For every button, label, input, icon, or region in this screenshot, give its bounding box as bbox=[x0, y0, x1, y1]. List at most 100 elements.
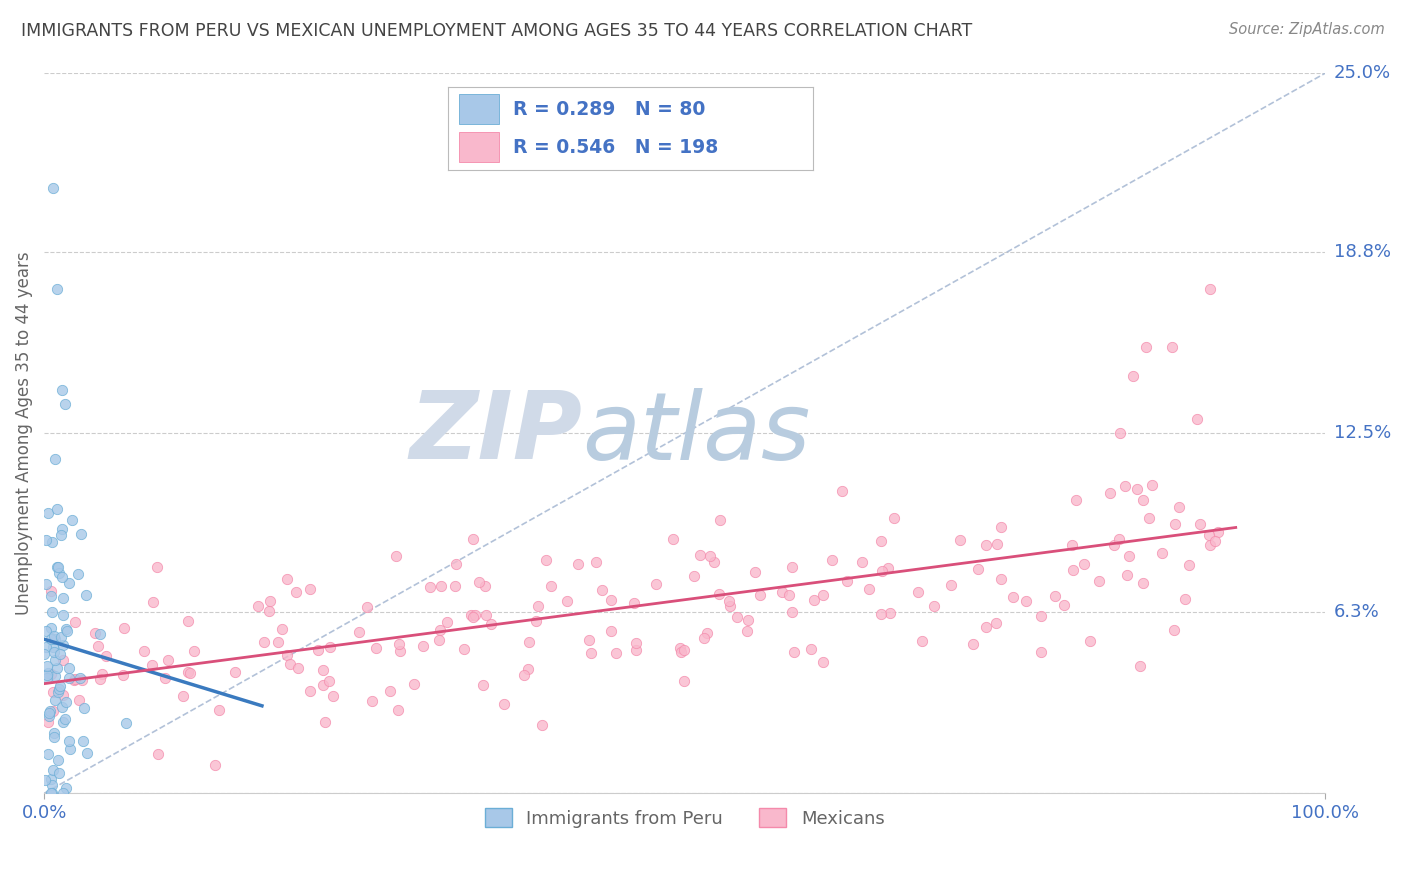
Point bbox=[39, 584, 62, 599]
Point bbox=[58, 672, 80, 686]
Point bbox=[276, 572, 298, 586]
Point bbox=[737, 613, 759, 627]
Point bbox=[605, 647, 627, 661]
Point bbox=[800, 641, 823, 656]
Point bbox=[51, 700, 73, 714]
Point bbox=[1187, 412, 1209, 426]
Point bbox=[145, 560, 167, 574]
Point bbox=[38, 704, 60, 718]
Point bbox=[1104, 538, 1126, 552]
Point bbox=[1080, 633, 1102, 648]
Point bbox=[91, 667, 114, 681]
Point bbox=[1073, 558, 1095, 572]
Point bbox=[974, 620, 997, 634]
Point bbox=[41, 590, 63, 604]
Point bbox=[644, 577, 666, 591]
Point bbox=[72, 733, 94, 747]
Point bbox=[37, 714, 59, 729]
Text: 12.5%: 12.5% bbox=[1334, 425, 1391, 442]
Point bbox=[1098, 486, 1121, 500]
Point bbox=[45, 282, 67, 296]
Point bbox=[662, 532, 685, 546]
Point bbox=[45, 502, 67, 516]
Point bbox=[1135, 340, 1157, 354]
Point bbox=[1062, 564, 1084, 578]
Point bbox=[851, 555, 873, 569]
Point bbox=[44, 653, 66, 667]
Point bbox=[412, 639, 434, 653]
Point bbox=[749, 588, 772, 602]
Point bbox=[436, 615, 458, 629]
Point bbox=[46, 684, 69, 698]
Point bbox=[831, 484, 853, 499]
Point bbox=[42, 764, 65, 778]
Point bbox=[524, 614, 547, 628]
Point bbox=[429, 624, 451, 638]
Point bbox=[707, 587, 730, 601]
Point bbox=[35, 577, 58, 591]
Point bbox=[42, 640, 65, 654]
Point bbox=[672, 673, 695, 688]
Point bbox=[142, 595, 165, 609]
Point bbox=[1108, 533, 1130, 547]
Point bbox=[44, 632, 66, 647]
Point bbox=[1088, 574, 1111, 588]
Point bbox=[962, 637, 984, 651]
Point bbox=[1122, 368, 1144, 383]
Point bbox=[453, 642, 475, 657]
Point bbox=[58, 661, 80, 675]
Point bbox=[270, 623, 292, 637]
Point bbox=[247, 599, 270, 613]
Point bbox=[51, 523, 73, 537]
Point bbox=[870, 564, 893, 578]
Point bbox=[41, 786, 63, 800]
Point bbox=[402, 677, 425, 691]
Point bbox=[689, 548, 711, 562]
Point bbox=[52, 607, 75, 622]
Point bbox=[267, 635, 290, 649]
Point bbox=[974, 538, 997, 552]
Point bbox=[35, 640, 58, 654]
Point bbox=[472, 678, 495, 692]
Point bbox=[112, 621, 135, 635]
Point bbox=[460, 607, 482, 622]
Point bbox=[922, 599, 945, 613]
Point bbox=[58, 576, 80, 591]
Point bbox=[69, 526, 91, 541]
Point bbox=[567, 558, 589, 572]
Point bbox=[464, 607, 486, 622]
Point bbox=[703, 555, 725, 569]
Point bbox=[1114, 479, 1136, 493]
Point bbox=[907, 584, 929, 599]
Point bbox=[204, 758, 226, 772]
Point bbox=[699, 549, 721, 563]
Point bbox=[1029, 645, 1052, 659]
Point bbox=[70, 673, 93, 688]
Point bbox=[307, 643, 329, 657]
Point bbox=[813, 588, 835, 602]
Point bbox=[1109, 426, 1132, 441]
Point bbox=[60, 513, 83, 527]
Point bbox=[1126, 482, 1149, 496]
Point bbox=[44, 693, 66, 707]
Point bbox=[42, 181, 65, 195]
Point bbox=[990, 572, 1012, 586]
Point bbox=[34, 773, 56, 788]
Point bbox=[347, 624, 370, 639]
Point bbox=[813, 655, 835, 669]
Point bbox=[1129, 658, 1152, 673]
Point bbox=[378, 683, 401, 698]
Point bbox=[967, 562, 990, 576]
Point bbox=[52, 688, 75, 702]
Point bbox=[58, 733, 80, 747]
Point bbox=[600, 593, 623, 607]
Point bbox=[356, 599, 378, 614]
Point bbox=[49, 647, 72, 661]
Point bbox=[259, 593, 281, 607]
Point bbox=[49, 631, 72, 645]
Point bbox=[540, 579, 562, 593]
Text: Source: ZipAtlas.com: Source: ZipAtlas.com bbox=[1229, 22, 1385, 37]
Point bbox=[869, 607, 891, 621]
Point bbox=[87, 639, 110, 653]
Point bbox=[35, 672, 58, 686]
